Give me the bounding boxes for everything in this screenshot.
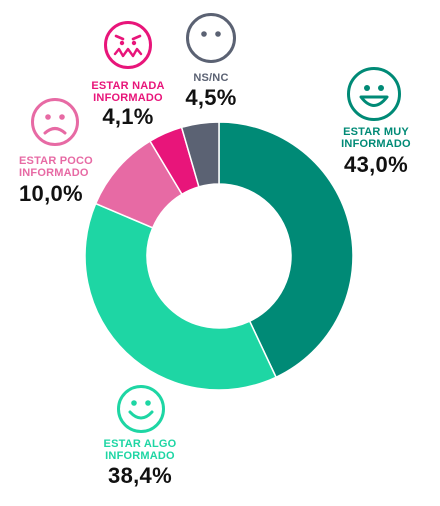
donut-slice-4 (180, 121, 220, 188)
slice-value-nada-informado: 4,1% (102, 104, 154, 129)
slice-label-nsnc: NS/NC (193, 72, 229, 84)
grimace-face-icon (104, 21, 152, 69)
happy-face-icon (347, 67, 401, 121)
slice-value-poco-informado: 10,0% (19, 181, 83, 206)
slice-label-muy-informado: ESTAR MUY INFORMADO (341, 126, 411, 150)
slice-label-nada-informado: ESTAR NADA INFORMADO (91, 80, 165, 104)
sad-face-icon (31, 98, 79, 146)
donut-slice-1 (84, 202, 278, 391)
slice-label-poco-informado: ESTAR POCO INFORMADO (19, 155, 93, 179)
slice-value-nsnc: 4,5% (185, 85, 237, 110)
smile-face-icon (117, 385, 165, 433)
slice-value-muy-informado: 43,0% (344, 152, 408, 177)
slice-label-algo-informado: ESTAR ALGO INFORMADO (103, 438, 177, 462)
slice-value-algo-informado: 38,4% (108, 463, 172, 488)
donut-slice-0 (218, 121, 354, 379)
neutral-face-icon (186, 13, 236, 63)
donut-slices (84, 121, 354, 391)
